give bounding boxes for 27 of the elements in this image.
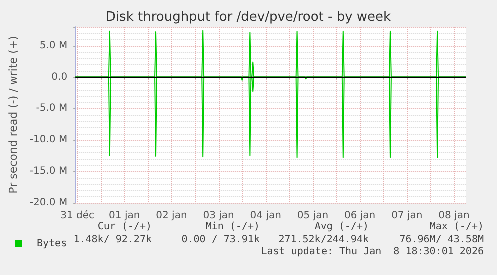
x-tick-label: 03 jan	[203, 210, 234, 222]
text: Max (-/+)	[430, 222, 484, 232]
y-tick-label: -5.0 M	[36, 103, 68, 114]
x-tick-label: 02 jan	[156, 210, 188, 222]
text: 1.48k/ 92.27k	[74, 234, 152, 246]
y-tick-label: 0.0	[52, 72, 68, 83]
y-axis-title: Pr second read (-) / write (+)	[7, 36, 20, 194]
y-tick-label: -10.0 M	[30, 134, 68, 146]
x-tick-label: 05 jan	[297, 210, 329, 222]
y-tick-label: 5.0 M	[40, 40, 68, 52]
text: Avg (-/+)	[314, 222, 369, 232]
chart-title: Disk throughput for /dev/pve/root - by week	[106, 10, 392, 25]
text: 0.00 / 73.91k	[182, 234, 260, 246]
x-tick-label: 07 jan	[392, 210, 423, 222]
text: Cur (-/+)	[98, 222, 152, 232]
text: 76.96M/ 43.58M	[400, 234, 484, 246]
text: 271.52k/244.94k	[278, 234, 369, 246]
y-tick-label: -15.0 M	[30, 166, 68, 178]
text: Min (-/+)	[206, 222, 260, 232]
x-tick-label: 04 jan	[250, 210, 282, 222]
x-tick-label: 08 jan	[438, 210, 470, 222]
x-tick-label: 06 jan	[344, 210, 376, 222]
legend-label: Bytes	[37, 238, 68, 250]
x-tick-label: 31 déc	[60, 210, 94, 222]
y-tick-label: -20.0 M	[30, 198, 68, 208]
x-tick-label: 01 jan	[109, 210, 140, 222]
text: Last update: Thu Jan 8 18:30:01 2026	[261, 246, 484, 258]
